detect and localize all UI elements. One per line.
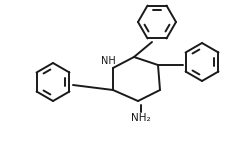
Text: NH: NH (101, 56, 115, 66)
Text: NH₂: NH₂ (131, 113, 151, 123)
